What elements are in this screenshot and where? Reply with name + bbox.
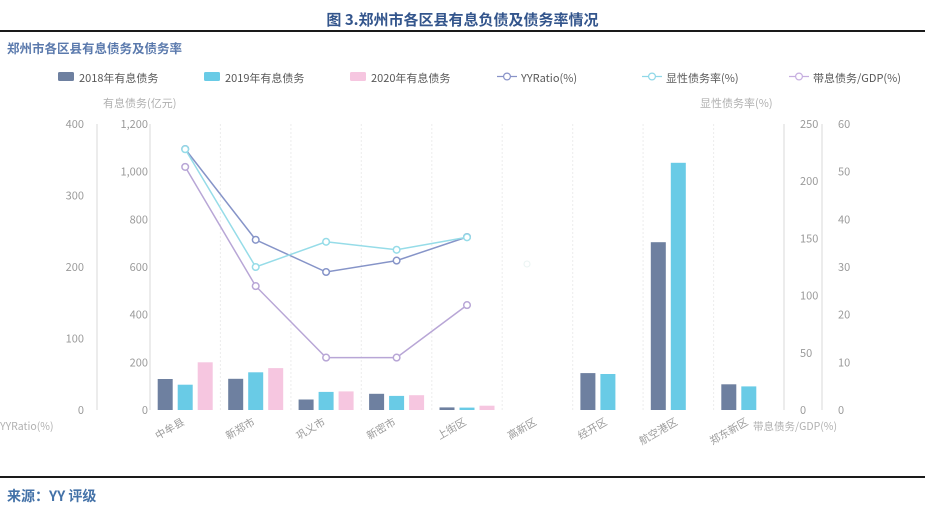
svg-text:40: 40: [838, 211, 850, 227]
svg-text:200: 200: [66, 259, 84, 275]
svg-text:高新区: 高新区: [505, 414, 540, 443]
svg-text:50: 50: [800, 345, 812, 361]
svg-text:50: 50: [838, 164, 850, 180]
svg-text:中牟县: 中牟县: [152, 414, 187, 443]
svg-text:航空港区: 航空港区: [636, 414, 680, 448]
svg-text:巩义市: 巩义市: [293, 414, 328, 443]
svg-text:1,000: 1,000: [121, 164, 148, 180]
svg-text:300: 300: [66, 188, 84, 204]
svg-text:1,200: 1,200: [121, 116, 148, 132]
svg-text:0: 0: [78, 402, 84, 418]
svg-text:600: 600: [130, 259, 148, 275]
svg-text:150: 150: [800, 230, 818, 246]
svg-text:10: 10: [838, 354, 850, 370]
svg-text:400: 400: [130, 307, 148, 323]
svg-text:800: 800: [130, 211, 148, 227]
svg-text:郑东新区: 郑东新区: [707, 414, 751, 448]
svg-text:200: 200: [800, 173, 818, 189]
svg-text:400: 400: [66, 116, 84, 132]
svg-text:250: 250: [800, 116, 818, 132]
svg-text:上街区: 上街区: [434, 414, 469, 443]
svg-text:200: 200: [130, 354, 148, 370]
svg-text:新郑市: 新郑市: [223, 414, 258, 443]
svg-text:60: 60: [838, 116, 850, 132]
svg-text:100: 100: [66, 331, 84, 347]
svg-text:30: 30: [838, 259, 850, 275]
svg-text:经开区: 经开区: [575, 414, 610, 443]
svg-text:0: 0: [142, 402, 148, 418]
svg-text:0: 0: [800, 402, 806, 418]
svg-text:新密市: 新密市: [364, 414, 399, 443]
svg-text:0: 0: [838, 402, 844, 418]
svg-text:20: 20: [838, 307, 850, 323]
svg-text:100: 100: [800, 288, 818, 304]
